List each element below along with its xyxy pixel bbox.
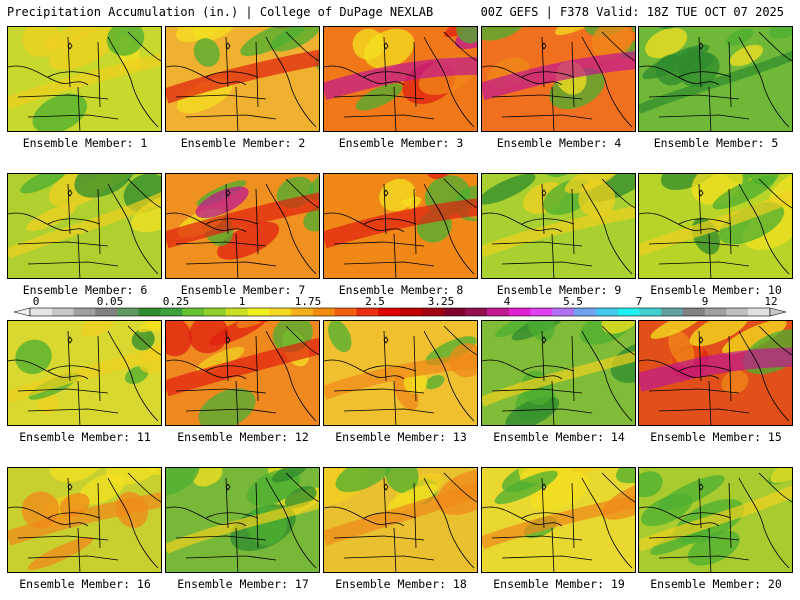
ensemble-member-label: Ensemble Member: 1 [22,136,148,150]
legend-swatch [138,308,161,316]
ensemble-member-label: Ensemble Member: 20 [650,577,782,591]
legend-swatch [704,308,727,316]
legend-swatch [639,308,662,316]
legend-swatch [574,308,597,316]
legend-swatch [160,308,183,316]
legend-swatch [30,308,53,316]
legend-arrow-left [13,307,31,317]
legend-swatch [117,308,140,316]
ensemble-member-map [323,320,478,426]
ensemble-member-map [481,320,636,426]
legend-swatch [530,308,553,316]
ensemble-member-label: Ensemble Member: 9 [496,283,622,297]
ensemble-member-label: Ensemble Member: 19 [493,577,625,591]
legend-swatch [204,308,227,316]
legend-tick-label: 7 [636,296,643,308]
ensemble-member-label: Ensemble Member: 7 [180,283,306,297]
ensemble-member-label: Ensemble Member: 18 [335,577,467,591]
legend-swatch [269,308,292,316]
legend-swatch [356,308,379,316]
legend-swatch [400,308,423,316]
legend-tick-label: 0.25 [163,296,190,308]
legend-swatch [552,308,575,316]
ensemble-member-label: Ensemble Member: 15 [650,430,782,444]
legend-swatch [334,308,357,316]
ensemble-member-label: Ensemble Member: 12 [177,430,309,444]
map-title: Precipitation Accumulation (in.) | Colle… [7,5,434,19]
ensemble-member-label: Ensemble Member: 2 [180,136,306,150]
ensemble-member-label: Ensemble Member: 4 [496,136,622,150]
ensemble-member-map [481,467,636,573]
legend-swatch [182,308,205,316]
ensemble-member-map [7,173,162,279]
legend-swatch [508,308,531,316]
legend-tick-label: 2.5 [365,296,385,308]
model-run-info: 00Z GEFS | F378 Valid: 18Z TUE OCT 07 20… [480,5,784,19]
legend-swatch [312,308,335,316]
ensemble-member-map [481,26,636,132]
ensemble-member-map [7,467,162,573]
legend-swatch [378,308,401,316]
legend-swatch [291,308,314,316]
legend-swatch [95,308,118,316]
ensemble-member-map [323,467,478,573]
ensemble-member-label: Ensemble Member: 11 [19,430,151,444]
ensemble-member-label: Ensemble Member: 10 [650,283,782,297]
legend-swatch [465,308,488,316]
ensemble-member-map [165,173,320,279]
legend-tick-label: 9 [702,296,709,308]
ensemble-member-label: Ensemble Member: 17 [177,577,309,591]
ensemble-member-map [638,467,793,573]
ensemble-member-label: Ensemble Member: 14 [493,430,625,444]
legend-tick-label: 1.75 [295,296,322,308]
legend-arrow-right [769,307,787,317]
legend-swatch [487,308,510,316]
legend-tick-label: 4 [504,296,511,308]
ensemble-member-label: Ensemble Member: 3 [338,136,464,150]
legend-swatch [247,308,270,316]
ensemble-member-map [7,26,162,132]
ensemble-member-map [481,173,636,279]
ensemble-member-label: Ensemble Member: 6 [22,283,148,297]
legend-swatch [726,308,749,316]
legend-tick-label: 1 [239,296,246,308]
legend-tick-label: 0 [33,296,40,308]
ensemble-member-map [7,320,162,426]
legend-swatch [617,308,640,316]
legend-swatch [595,308,618,316]
ensemble-member-map [165,320,320,426]
legend-tick-label: 12 [764,296,777,308]
legend-swatch [748,308,771,316]
legend-swatch [51,308,74,316]
ensemble-member-map [165,26,320,132]
legend-tick-label: 5.5 [563,296,583,308]
ensemble-member-map [638,26,793,132]
ensemble-member-map [323,26,478,132]
legend-tick-label: 3.25 [428,296,455,308]
ensemble-member-label: Ensemble Member: 5 [653,136,779,150]
legend-tick-label: 0.05 [97,296,124,308]
ensemble-member-map [165,467,320,573]
legend-swatch [225,308,248,316]
legend-swatch [682,308,705,316]
ensemble-member-label: Ensemble Member: 16 [19,577,151,591]
ensemble-member-label: Ensemble Member: 13 [335,430,467,444]
ensemble-member-label: Ensemble Member: 8 [338,283,464,297]
ensemble-member-map [638,320,793,426]
legend-swatch [443,308,466,316]
legend-swatch [73,308,96,316]
color-legend: 0 0.05 0.25 1 1.75 2.5 3.25 4 5.5 7 9 12 [13,296,787,317]
ensemble-member-map [638,173,793,279]
legend-swatch [421,308,444,316]
ensemble-member-map [323,173,478,279]
legend-swatch [661,308,684,316]
